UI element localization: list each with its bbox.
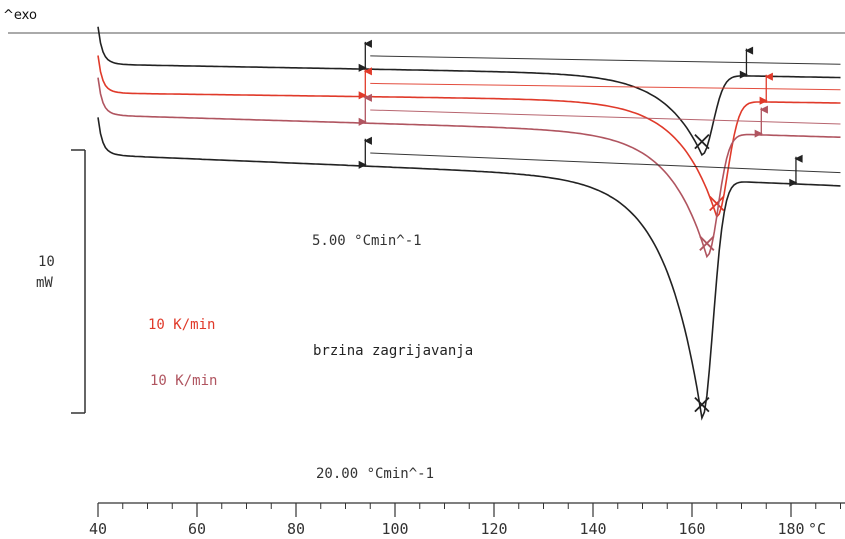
scale-bar-unit: mW (36, 275, 53, 291)
integration-limit-4-1 (358, 136, 372, 169)
dsc-curve-3 (97, 77, 841, 259)
x-tick-label: 180 (777, 520, 804, 538)
scale-bar: 10 mW (36, 149, 86, 414)
integration-limit-1-2 (739, 46, 754, 79)
dsc-curve-1 (97, 26, 841, 157)
x-tick-label: 60 (188, 520, 206, 538)
exo-label: ^exo (3, 8, 37, 23)
integration-limit-1-1 (358, 39, 372, 72)
heating-rate-text: brzina zagrijavanja (313, 343, 473, 359)
x-tick-label: 40 (89, 520, 107, 538)
x-axis-unit: °C (808, 520, 826, 538)
integration-limit-2-2 (759, 72, 773, 105)
x-tick-label: 120 (480, 520, 507, 538)
x-tick-label: 100 (381, 520, 408, 538)
rate-label-mauve: 10 K/min (150, 373, 217, 389)
x-tick-label: 140 (579, 520, 606, 538)
integration-limit-3-1 (358, 93, 372, 126)
integration-limit-4-2 (789, 154, 803, 187)
rate-label-top: 5.00 °Cmin^-1 (312, 233, 422, 249)
x-tick-label: 160 (678, 520, 705, 538)
peak-marker-1 (694, 134, 710, 150)
baseline-4 (370, 152, 841, 174)
rate-label-red: 10 K/min (148, 317, 215, 333)
peak-marker-2 (709, 195, 725, 212)
baseline-2 (370, 82, 841, 91)
baseline-3 (370, 109, 841, 125)
scale-bar-value: 10 (38, 254, 55, 270)
dsc-curve-4 (97, 117, 841, 421)
integration-limit-2-1 (358, 67, 372, 100)
series-layer (97, 26, 841, 421)
x-axis: 40 60 80 100 120 140 160 180 (89, 502, 845, 538)
rate-label-bottom: 20.00 °Cmin^-1 (316, 466, 434, 482)
baseline-1 (370, 55, 841, 65)
integration-limit-3-2 (754, 105, 768, 138)
x-tick-label: 80 (287, 520, 305, 538)
peak-marker-4 (694, 397, 710, 413)
annotations: 5.00 °Cmin^-1 10 K/min brzina zagrijavan… (148, 233, 473, 482)
peak-marker-3 (699, 235, 715, 251)
